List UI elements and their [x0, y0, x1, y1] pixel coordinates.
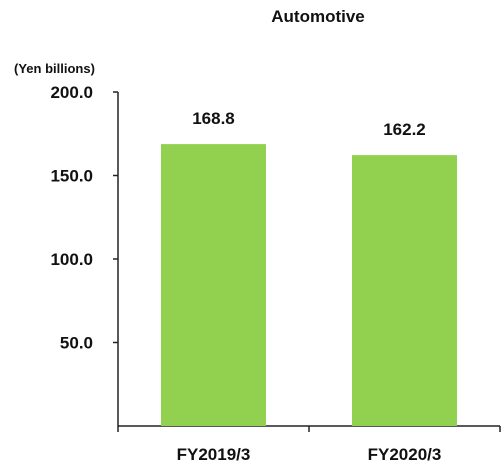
x-category-label: FY2019/3 — [177, 445, 251, 464]
x-category-label: FY2020/3 — [368, 445, 442, 464]
plot-area: 50.0 100.0 150.0 200.0 168.8 FY2019/3 162.2 FY2… — [50, 83, 501, 464]
y-tick-label: 150.0 — [50, 167, 93, 186]
bar-fy2020-3 — [352, 155, 457, 426]
data-label: 162.2 — [383, 120, 426, 139]
y-tick-label: 100.0 — [50, 250, 93, 269]
y-axis-unit-label: (Yen billions) — [14, 61, 95, 76]
data-label: 168.8 — [192, 109, 235, 128]
y-tick-label: 200.0 — [50, 83, 93, 102]
bar-fy2019-3 — [161, 144, 266, 426]
y-tick-label: 50.0 — [60, 334, 93, 353]
chart-title: Automotive — [271, 7, 365, 26]
